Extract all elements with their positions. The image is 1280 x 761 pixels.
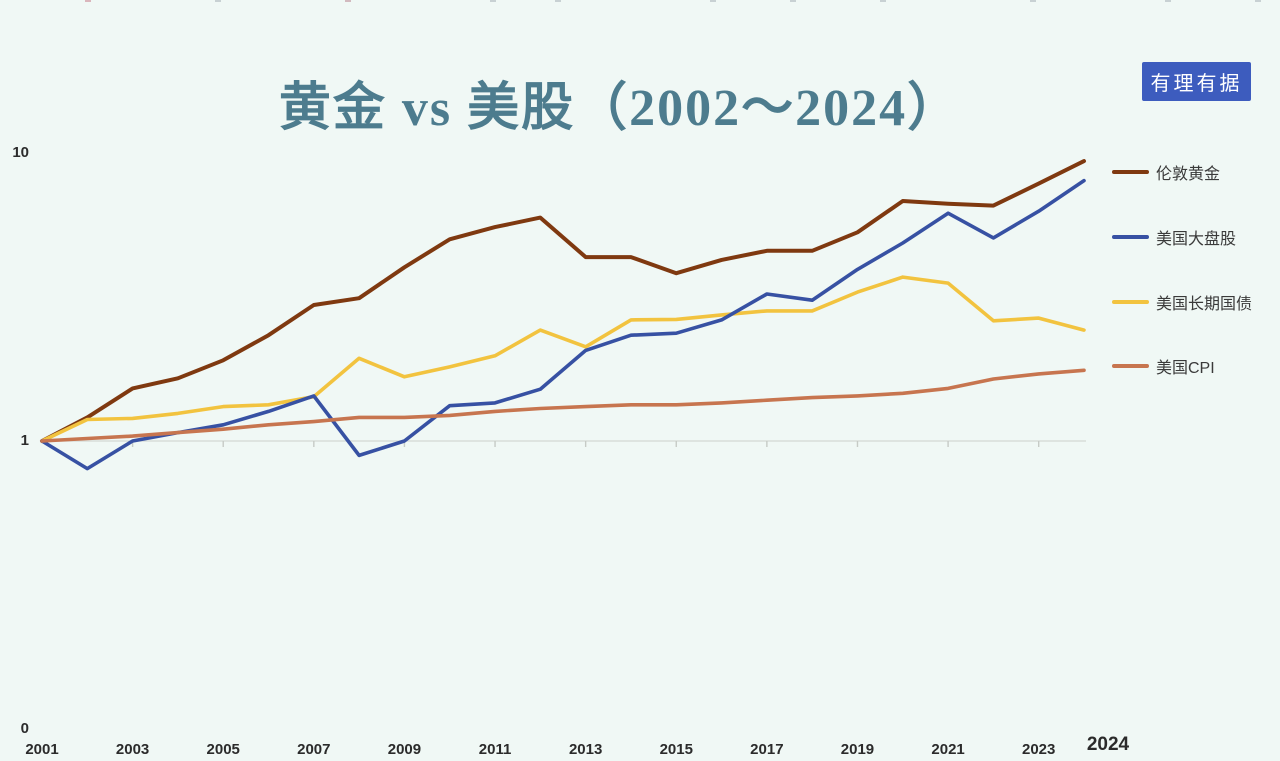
x-axis-label: 2021 xyxy=(931,741,965,758)
series-line-0 xyxy=(40,159,1086,443)
top-edge-mark xyxy=(490,0,496,2)
series-line-2 xyxy=(40,275,1086,443)
top-edge-mark xyxy=(880,0,886,2)
x-axis-label: 2011 xyxy=(478,741,512,758)
legend-label-us-large-cap: 美国大盘股 xyxy=(1156,231,1237,248)
series-line-1 xyxy=(40,178,1086,471)
x-axis-label: 2001 xyxy=(25,741,59,758)
y-axis-label-1: 1 xyxy=(20,432,29,449)
legend-label-us-cpi: 美国CPI xyxy=(1156,360,1215,377)
legend-line-bonds-icon xyxy=(1112,300,1149,304)
top-edge-mark xyxy=(1030,0,1036,2)
legend-label-london-gold: 伦敦黄金 xyxy=(1156,166,1221,183)
top-edge-mark xyxy=(555,0,561,2)
watermark-badge: 有理有据 xyxy=(1142,62,1251,101)
legend-item-london-gold: 伦敦黄金 xyxy=(1112,162,1221,183)
y-axis-label-10: 10 xyxy=(12,144,29,161)
x-axis-label: 2015 xyxy=(659,741,693,758)
top-edge-mark xyxy=(1255,0,1261,2)
top-edge-mark xyxy=(85,0,91,2)
legend-line-stocks-icon xyxy=(1112,235,1149,239)
series-line-3 xyxy=(40,368,1086,443)
legend-line-cpi-icon xyxy=(1112,364,1149,368)
top-edge-mark xyxy=(790,0,796,2)
top-edge-mark xyxy=(215,0,221,2)
top-edge-mark xyxy=(345,0,351,2)
x-axis-label: 2017 xyxy=(750,741,784,758)
legend-line-gold-icon xyxy=(1112,170,1149,174)
legend-item-us-large-cap: 美国大盘股 xyxy=(1112,227,1237,248)
x-axis-label: 2007 xyxy=(297,741,331,758)
top-edge-mark xyxy=(710,0,716,2)
top-edge-mark xyxy=(1165,0,1171,2)
x-axis-label: 2024 xyxy=(1086,734,1130,755)
legend-item-us-cpi: 美国CPI xyxy=(1112,356,1215,377)
x-axis-label: 2019 xyxy=(840,741,875,758)
legend-item-us-long-treasury: 美国长期国债 xyxy=(1112,292,1253,313)
x-axis-label: 2003 xyxy=(115,741,150,758)
x-axis-label: 2013 xyxy=(568,741,603,758)
legend-label-us-long-treasury: 美国长期国债 xyxy=(1156,296,1253,313)
y-axis-label-0: 0 xyxy=(20,720,29,737)
x-axis-label: 2009 xyxy=(387,741,422,758)
x-axis-label: 2023 xyxy=(1022,741,1056,758)
page-title: 黄金 vs 美股（2002～2024） xyxy=(278,79,962,137)
x-axis: 2001 2003 2005 2007 2009 2011 2013 2015 2017 2019… xyxy=(0,734,1280,761)
x-axis-label: 2005 xyxy=(206,741,240,758)
